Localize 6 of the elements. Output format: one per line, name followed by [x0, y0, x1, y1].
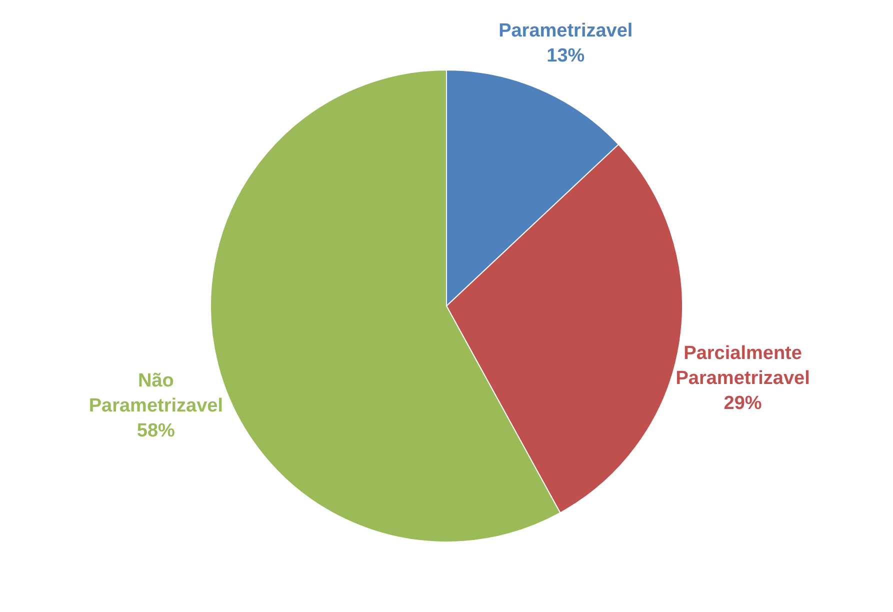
data-label: 13%	[546, 46, 585, 67]
slice-label: Não Parametrizavel	[88, 370, 224, 417]
data-label: 29%	[724, 392, 762, 414]
data-label: 58%	[136, 420, 176, 442]
slice-label: Parcialmente Parametrizavel	[676, 342, 810, 389]
slice-label: Parametrizavel	[498, 20, 633, 42]
